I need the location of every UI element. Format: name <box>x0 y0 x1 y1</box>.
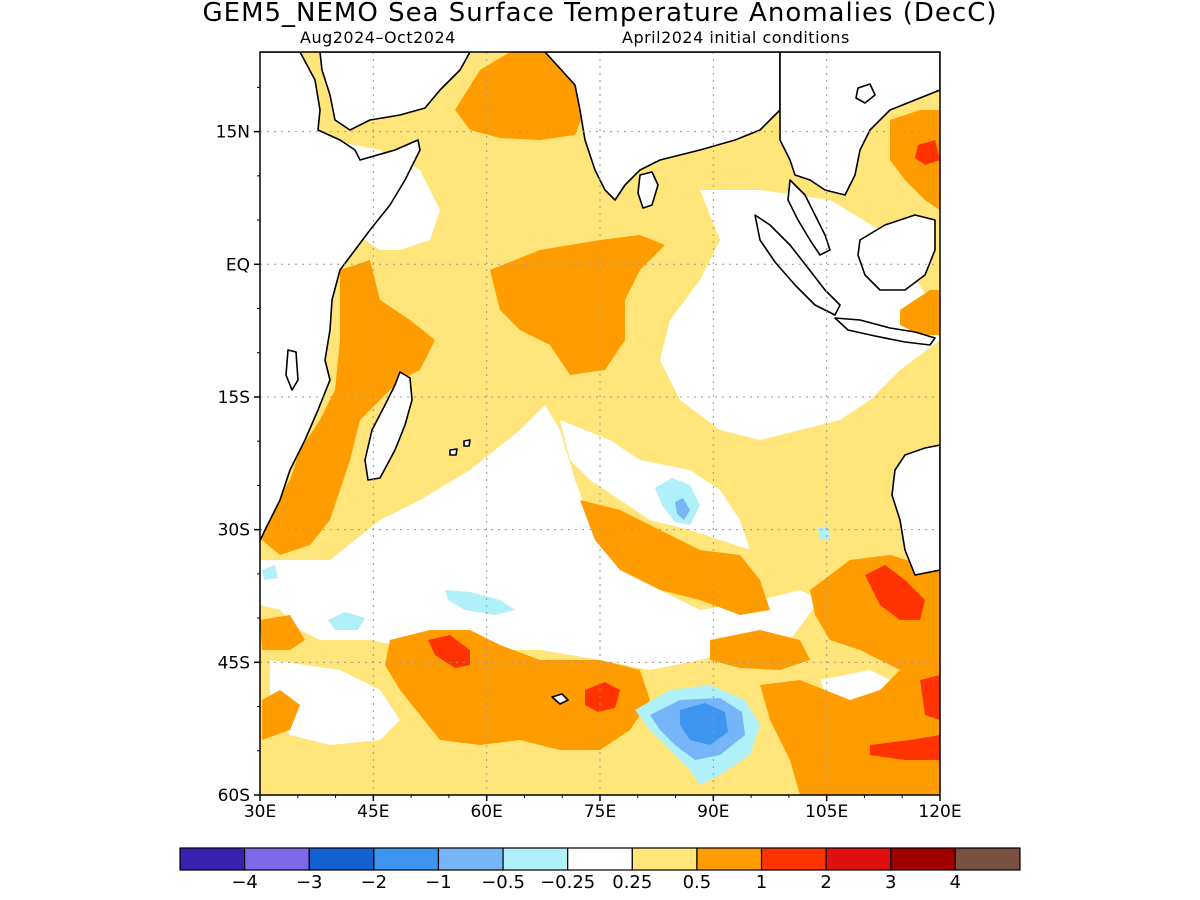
anomaly-region-warm-southeast-extension <box>710 630 810 670</box>
anomaly-region-cool-mid-center <box>675 498 690 520</box>
lat-tick-label: 60S <box>218 786 250 806</box>
anomaly-field <box>260 52 940 795</box>
anomaly-region-cool-light-west <box>445 590 515 615</box>
anomaly-region-warm-madagascar-channel <box>262 260 435 555</box>
colorbar-label: 2 <box>820 872 832 893</box>
zanzibar-island <box>285 349 299 391</box>
lat-tick-label: 45S <box>218 653 250 673</box>
anomaly-region-cool-light-west-edge <box>262 565 278 580</box>
malay-peninsula-landmass <box>787 179 831 256</box>
anomaly-region-warm-far-south-edge <box>262 690 300 740</box>
australia-landmass <box>891 444 940 576</box>
lon-tick-label: 75E <box>584 802 616 822</box>
map-title: GEM5_NEMO Sea Surface Temperature Anomal… <box>202 0 998 28</box>
anomaly-region-warm-java-sea <box>900 290 940 335</box>
colorbar-swatch <box>567 847 633 871</box>
colorbar-swatch <box>179 847 246 871</box>
anomaly-region-hot-southeast-edge <box>920 675 940 720</box>
colorbar-swatch <box>954 847 1021 871</box>
anomaly-region-hot-south-central <box>585 682 620 712</box>
colorbar-swatch <box>502 847 569 871</box>
anomaly-region-neutral-south-indian <box>560 420 750 550</box>
lat-tick-label: 15N <box>216 123 250 143</box>
anomaly-region-warm-southwest-edge <box>260 615 305 650</box>
colorbar-label: 1 <box>755 872 768 893</box>
lon-tick-label: 45E <box>357 802 389 822</box>
lat-tick-label: 15S <box>218 388 250 408</box>
coastlines <box>260 52 940 705</box>
lat-tick-label: EQ <box>226 255 250 275</box>
sumatra-landmass <box>754 214 841 316</box>
anomaly-region-warm-south-china-sea <box>890 110 940 210</box>
colorbar-swatch <box>890 847 956 871</box>
colorbar-label: −2 <box>360 872 388 893</box>
colorbar-swatch <box>825 847 892 871</box>
kerguelen-island <box>551 693 569 705</box>
colorbar-label: −0.5 <box>481 872 525 893</box>
india-landmass <box>544 52 781 201</box>
colorbar-swatch <box>373 847 440 871</box>
lat-tick-label: 30S <box>218 521 250 541</box>
colorbar-label: −1 <box>425 872 452 893</box>
colorbar-swatch <box>696 847 763 871</box>
anomaly-region-warm-south-central-band <box>580 500 770 615</box>
colorbar-label: −4 <box>231 872 258 893</box>
colorbar-label: −0.25 <box>540 872 596 893</box>
lon-tick-label: 30E <box>244 802 276 822</box>
madagascar-landmass <box>364 371 413 481</box>
anomaly-region-cool-strong-south <box>680 703 728 745</box>
borneo-landmass <box>857 214 936 291</box>
anomaly-region-cool-light-southwest <box>328 612 365 630</box>
anomaly-region-warm-arabian-sea <box>455 52 585 140</box>
colorbar-swatch <box>437 847 504 871</box>
colorbar-label: 0.5 <box>682 872 712 893</box>
java-landmass <box>834 317 936 346</box>
arabian-peninsula-landmass <box>319 52 471 131</box>
sri-lanka-landmass <box>637 171 659 209</box>
anomaly-region-hot-far-southeast <box>870 735 940 760</box>
lon-tick-label: 90E <box>697 802 729 822</box>
colorbar-label: 4 <box>949 872 962 893</box>
gridlines <box>260 52 940 795</box>
anomaly-region-hot-southeast <box>865 565 925 620</box>
anomaly-region-hot-south-china-sea <box>915 140 940 165</box>
colorbar-label: 3 <box>885 872 897 893</box>
colorbar-label: 0.25 <box>612 872 653 893</box>
southeast-asia-landmass <box>779 52 940 196</box>
anomaly-region-warm-central-equatorial <box>490 235 665 375</box>
initial-conditions-subtitle: April2024 initial conditions <box>622 28 850 47</box>
colorbar-swatch <box>244 847 310 871</box>
anomaly-region-hot-southwest <box>428 635 470 668</box>
mauritius-island <box>449 448 458 456</box>
colorbar-label: −3 <box>295 872 323 893</box>
anomaly-region-neutral-southwest <box>270 660 400 745</box>
reunion-island <box>463 439 471 447</box>
lon-tick-label: 105E <box>805 802 848 822</box>
africa-landmass <box>260 52 421 543</box>
anomaly-region-neutral-central-ocean <box>260 405 820 670</box>
anomaly-region-cool-light-east <box>818 526 830 540</box>
lon-tick-label: 120E <box>918 802 961 822</box>
colorbar-swatch <box>308 847 375 871</box>
lon-tick-label: 60E <box>470 802 502 822</box>
period-subtitle: Aug2024–Oct2024 <box>300 28 456 47</box>
hainan-landmass <box>855 83 876 104</box>
colorbar <box>179 847 1021 871</box>
colorbar-swatch <box>631 847 698 871</box>
colorbar-swatch <box>760 847 827 871</box>
